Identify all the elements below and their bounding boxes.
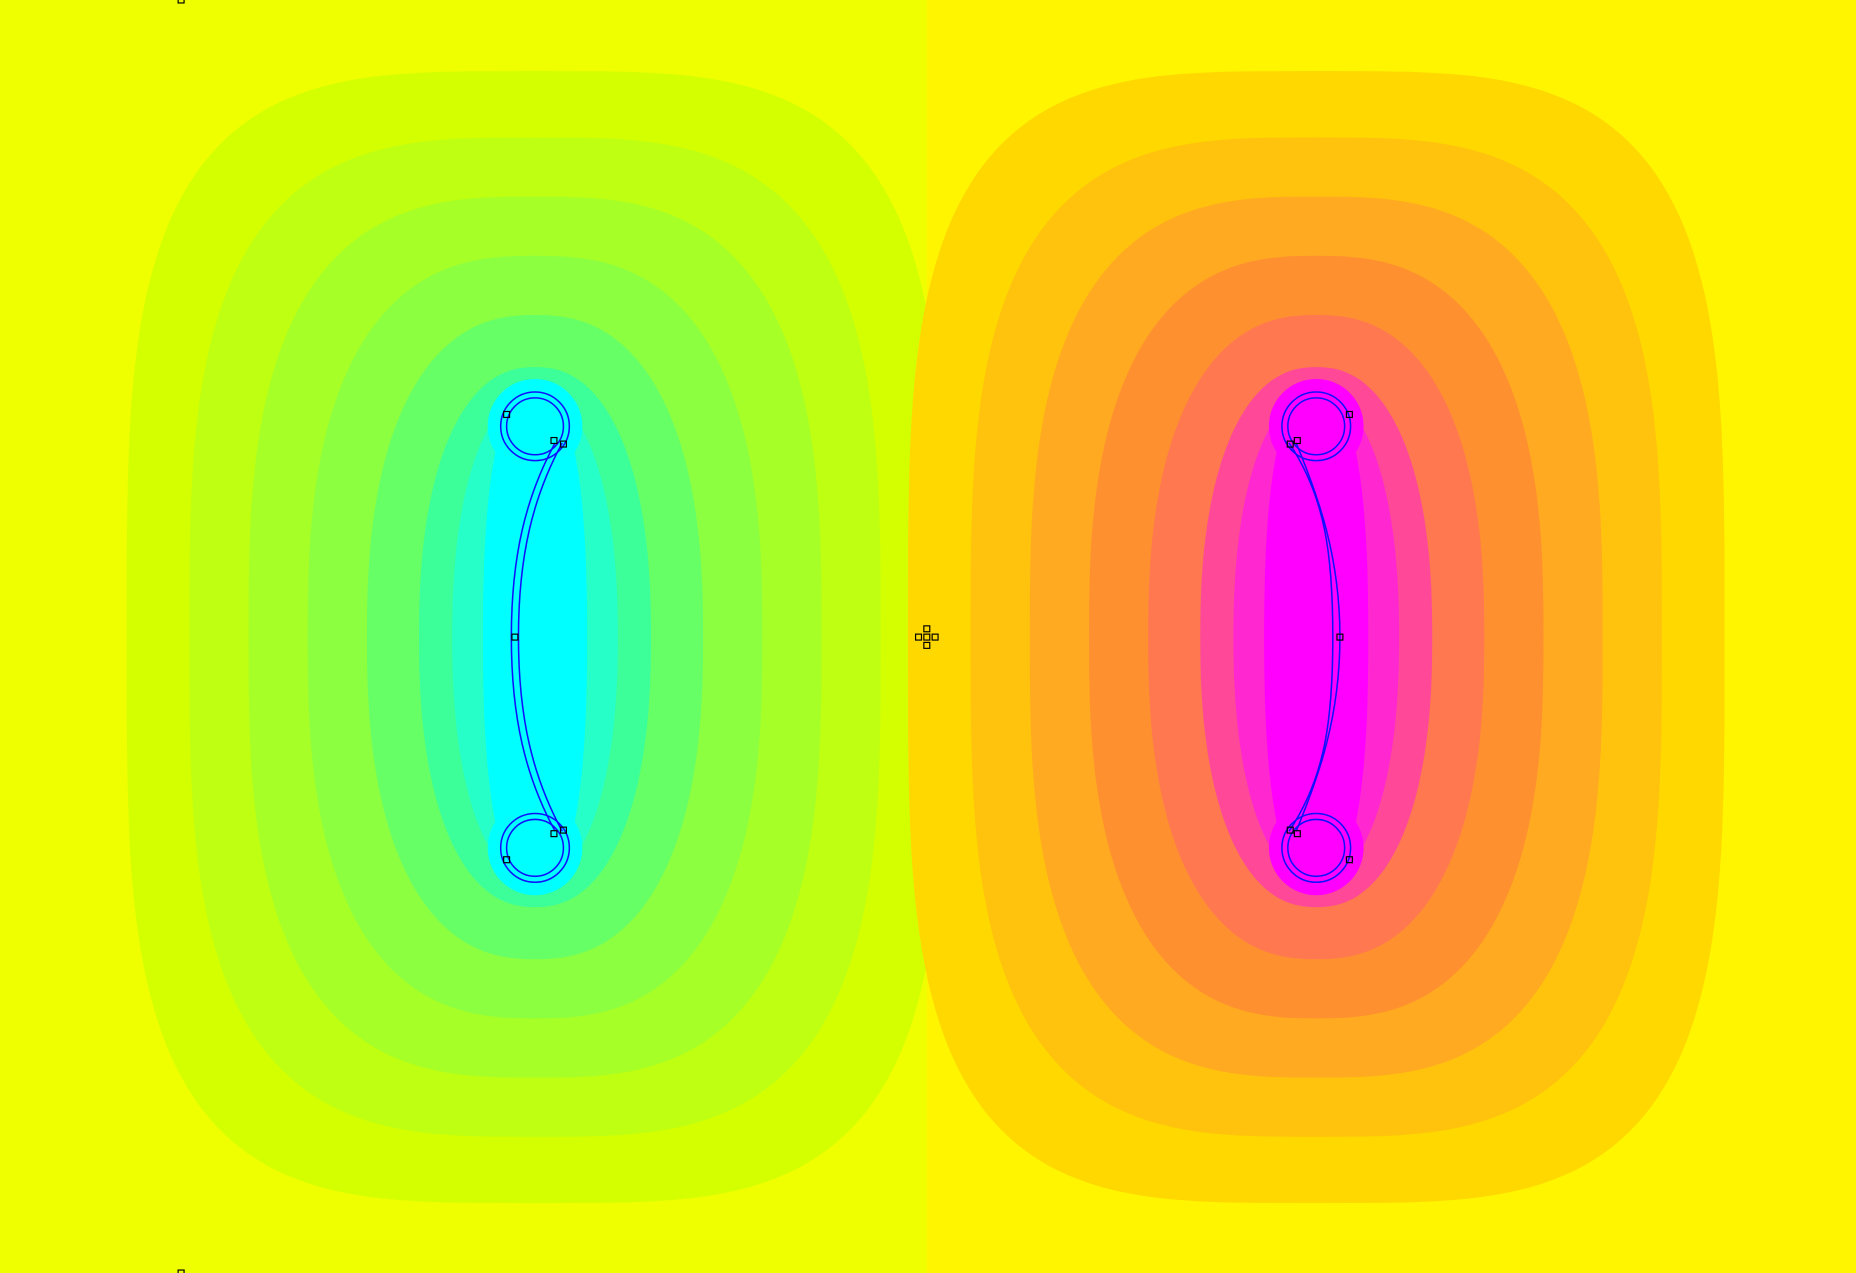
node-marker xyxy=(550,830,558,838)
node-marker xyxy=(1286,440,1294,448)
right-coil-ring-inner xyxy=(1287,397,1346,456)
node-marker xyxy=(923,633,931,641)
node-marker xyxy=(1286,826,1294,834)
right-coil-ring-outer xyxy=(1281,812,1352,883)
node-marker xyxy=(559,440,567,448)
left-contour-band-8 xyxy=(482,386,588,889)
node-marker xyxy=(177,0,185,4)
left-coil-ring-inner xyxy=(505,397,565,456)
node-marker xyxy=(559,826,567,834)
right-coil-ring-inner xyxy=(1287,818,1346,878)
node-marker xyxy=(503,856,511,864)
contour-bands xyxy=(126,71,1725,1204)
node-marker xyxy=(550,436,558,445)
node-marker xyxy=(1345,856,1353,864)
left-coil-ring-outer xyxy=(499,812,571,883)
node-marker xyxy=(1293,436,1301,445)
node-marker xyxy=(923,625,931,633)
node-marker xyxy=(1336,633,1344,641)
left-inner-lobe-2 xyxy=(487,800,583,896)
right-coil-conductor xyxy=(1295,442,1341,832)
node-marker xyxy=(931,633,939,641)
right-contour-band-8 xyxy=(1264,386,1369,889)
right-coil-ring-outer xyxy=(1281,391,1352,462)
node-marker xyxy=(177,1269,185,1273)
node-marker xyxy=(1293,830,1301,838)
node-marker xyxy=(511,633,519,641)
right-inner-lobe-1 xyxy=(1268,378,1364,474)
right-inner-lobe-2 xyxy=(1268,800,1364,896)
node-marker xyxy=(914,633,923,641)
left-coil-ring-inner xyxy=(505,818,565,878)
left-coil-ring-outer xyxy=(499,391,571,462)
left-inner-lobe-1 xyxy=(487,378,583,474)
node-marker xyxy=(503,410,511,419)
right-coil-conductor xyxy=(1288,442,1334,832)
node-markers xyxy=(177,0,1353,1273)
node-marker xyxy=(1345,410,1353,419)
node-marker xyxy=(923,641,931,649)
